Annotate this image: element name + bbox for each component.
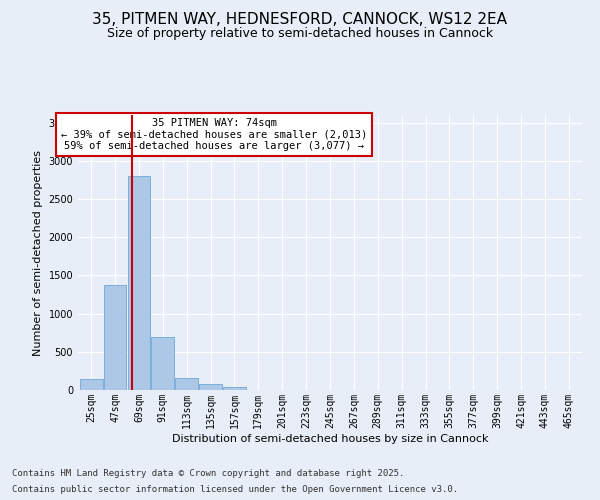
Bar [80, 380, 103, 390]
Text: 35, PITMEN WAY, HEDNESFORD, CANNOCK, WS12 2EA: 35, PITMEN WAY, HEDNESFORD, CANNOCK, WS1… [92, 12, 508, 28]
Bar [128, 176, 151, 390]
Text: Contains HM Land Registry data © Crown copyright and database right 2025.: Contains HM Land Registry data © Crown c… [12, 468, 404, 477]
Bar [175, 378, 198, 390]
Bar [151, 336, 174, 390]
Text: Size of property relative to semi-detached houses in Cannock: Size of property relative to semi-detach… [107, 28, 493, 40]
Bar [199, 384, 222, 390]
Text: 35 PITMEN WAY: 74sqm
← 39% of semi-detached houses are smaller (2,013)
59% of se: 35 PITMEN WAY: 74sqm ← 39% of semi-detac… [61, 118, 367, 151]
Y-axis label: Number of semi-detached properties: Number of semi-detached properties [33, 150, 43, 356]
Bar [223, 388, 246, 390]
X-axis label: Distribution of semi-detached houses by size in Cannock: Distribution of semi-detached houses by … [172, 434, 488, 444]
Bar [104, 284, 127, 390]
Text: Contains public sector information licensed under the Open Government Licence v3: Contains public sector information licen… [12, 485, 458, 494]
